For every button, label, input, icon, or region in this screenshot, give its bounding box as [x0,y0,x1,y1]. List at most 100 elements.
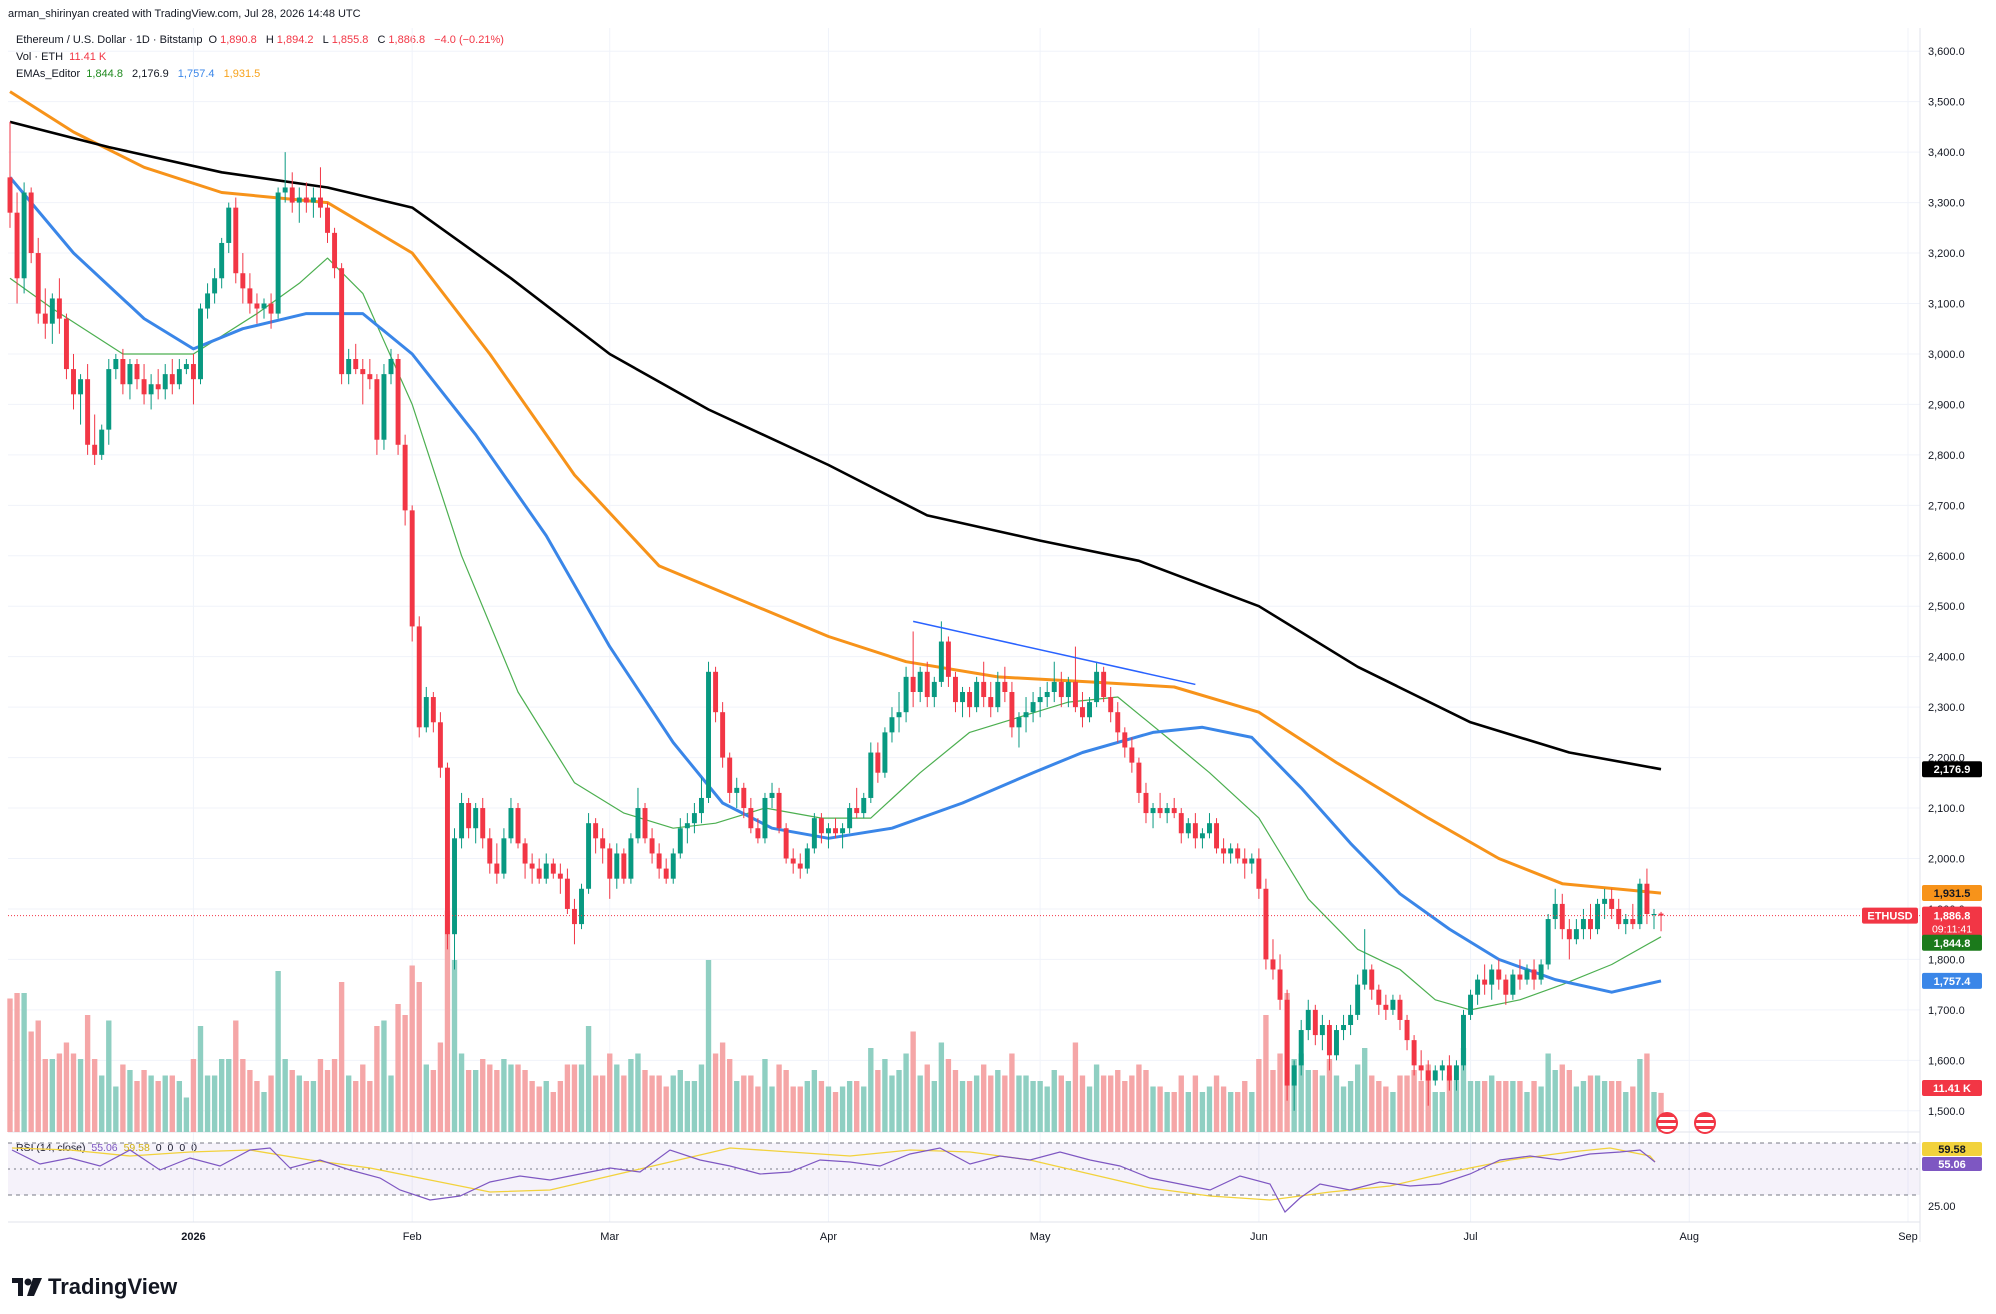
volume-bar [1312,1070,1318,1132]
volume-bar [1566,1070,1573,1132]
volume-bar [77,1059,84,1132]
us-flag-event-icon[interactable] [1656,1112,1678,1134]
price-tick-label: 3,400.0 [1928,147,1965,159]
price-tick-label: 1,800.0 [1928,954,1965,966]
volume-bar [614,1064,620,1132]
candle-body [127,364,133,385]
candle-body [960,692,965,703]
candle-body [261,303,267,309]
candle-body [35,253,41,314]
trendline-layer[interactable] [912,620,1196,686]
candle-body [1630,919,1636,925]
candle-body [1150,808,1156,814]
candle-body [409,510,415,627]
candle-body [1566,929,1572,940]
volume-bar [1601,1081,1608,1132]
candle-body [1263,888,1269,960]
candle-body [42,313,48,324]
low-label: L [322,34,329,46]
volume-bar [1510,1081,1516,1132]
candle-body [339,268,345,375]
volume-bar [49,1059,56,1132]
candle-body [346,359,352,375]
ema100-badge-bg [1922,885,1982,902]
tradingview-logo[interactable]: TradingView [12,1274,177,1300]
candle-body [649,838,655,854]
price-axis[interactable]: 3,600.0 3,500.0 3,400.0 3,300.0 3,200.0 3,100… [1928,46,1965,1213]
candle-body [571,908,577,925]
candle-body [564,878,570,909]
time-axis[interactable]: 2026 Feb Mar Apr May Jun Jul Aug Sep [181,1231,1918,1243]
candle-body [1094,671,1100,703]
candle-body [120,359,126,385]
candle-body [381,374,387,440]
candle-body [550,863,556,874]
ema100-badge: 1,931.5 [1934,888,1971,900]
candle-body [1129,747,1135,763]
candle-body [875,752,881,773]
volume-bar [656,1075,662,1132]
candle-body [931,681,937,698]
ema-label[interactable]: EMAs_Editor [16,68,81,80]
rsi-label[interactable]: RSI (14, close) [16,1142,86,1154]
change-value: −4.0 (−0.21%) [434,34,504,46]
volume-bar [402,1015,408,1132]
volume-bar [712,1053,719,1132]
candle-body [183,364,189,370]
volume-bar [642,1070,648,1132]
volume-bar [416,982,422,1132]
volume-bar [1030,1081,1036,1132]
candle-body [1143,792,1149,814]
close-label: C [377,34,386,46]
candle-body [176,369,182,385]
volume-bar [973,1075,980,1132]
volume-bar [1587,1075,1594,1132]
time-tick-label: Aug [1679,1231,1699,1243]
trendline[interactable] [912,620,1196,686]
candle-body [1531,969,1537,980]
volume-bar [825,1086,832,1132]
candle-body [522,843,528,864]
volume-bar [226,1059,232,1132]
candle-body [797,863,803,869]
ema20-value: 1,844.8 [86,68,123,80]
candle-body [296,197,302,203]
candle-body [868,752,874,798]
volume-bar [1136,1064,1142,1132]
volume-bar [1390,1092,1396,1132]
candle-body [1277,969,1283,1000]
volume-bar [1474,1081,1481,1132]
volume-bar [134,1081,140,1132]
time-tick-label: Jun [1250,1231,1268,1243]
candle-body [459,803,465,839]
price-tick-label: 2,700.0 [1928,500,1965,512]
volume-bar [113,1086,119,1132]
volume-label[interactable]: Vol · ETH [16,51,64,63]
volume-bar [183,1097,190,1132]
candle-body [1207,823,1212,834]
volume-bar [896,1070,902,1132]
candle-body [995,681,1001,708]
price-badge-bg [1922,906,1982,937]
volume-bar [875,1070,881,1132]
volume-bar [1531,1081,1537,1132]
candle-body [1475,979,1481,995]
price-tick-label: 3,000.0 [1928,349,1965,361]
volume-bar [472,1070,479,1132]
volume-bar [691,1081,698,1132]
candle-body [113,359,119,370]
candle-body [691,813,697,824]
price-tick-label: 3,500.0 [1928,97,1965,109]
volume-bar [670,1075,676,1132]
candle-body [1461,1014,1466,1066]
volume-bar [1404,1075,1410,1132]
volume-bar [1651,1092,1657,1132]
price-tick-label: 2,800.0 [1928,450,1965,462]
us-flag-event-icon[interactable] [1694,1112,1716,1134]
candle-body [945,641,951,677]
volume-bar [903,1053,909,1132]
volume-bar [1489,1075,1495,1132]
symbol-name[interactable]: Ethereum / U.S. Dollar · 1D · Bitstamp [16,34,203,46]
candle-body [713,671,719,713]
